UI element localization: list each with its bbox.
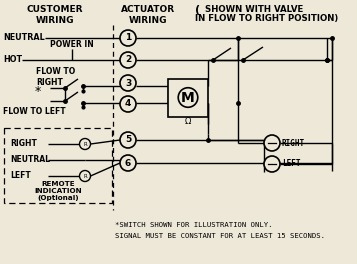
Text: SIGNAL MUST BE CONSTANT FOR AT LEAST 15 SECONDS.: SIGNAL MUST BE CONSTANT FOR AT LEAST 15 … xyxy=(115,233,325,239)
Text: (: ( xyxy=(195,5,200,15)
Circle shape xyxy=(120,155,136,171)
Text: R: R xyxy=(83,142,87,147)
Text: LEFT: LEFT xyxy=(10,172,31,181)
Circle shape xyxy=(264,135,280,151)
Text: Ω: Ω xyxy=(185,117,191,126)
Text: IN FLOW TO RIGHT POSITION): IN FLOW TO RIGHT POSITION) xyxy=(195,14,338,23)
Bar xyxy=(168,78,208,116)
Circle shape xyxy=(120,52,136,68)
Text: RIGHT: RIGHT xyxy=(10,139,37,148)
Text: ACTUATOR
WIRING: ACTUATOR WIRING xyxy=(121,5,175,25)
Text: 2: 2 xyxy=(125,55,131,64)
Circle shape xyxy=(80,139,91,149)
Text: 6: 6 xyxy=(125,158,131,167)
Text: 3: 3 xyxy=(125,78,131,87)
Text: *: * xyxy=(35,84,41,97)
Text: *SWITCH SHOWN FOR ILLUSTRATION ONLY.: *SWITCH SHOWN FOR ILLUSTRATION ONLY. xyxy=(115,222,272,228)
Text: R: R xyxy=(83,173,87,178)
Text: NEUTRAL: NEUTRAL xyxy=(3,34,45,43)
Text: 4: 4 xyxy=(125,100,131,109)
Text: FLOW TO
RIGHT: FLOW TO RIGHT xyxy=(36,67,75,87)
Text: LEFT: LEFT xyxy=(282,159,301,168)
Bar xyxy=(4,128,112,203)
Text: SHOWN WITH VALVE: SHOWN WITH VALVE xyxy=(205,5,303,14)
Circle shape xyxy=(264,156,280,172)
Circle shape xyxy=(80,171,91,182)
Text: NEUTRAL: NEUTRAL xyxy=(10,155,50,164)
Circle shape xyxy=(120,96,136,112)
Text: 5: 5 xyxy=(125,135,131,144)
Circle shape xyxy=(120,75,136,91)
Text: REMOTE
INDICATION
(Optional): REMOTE INDICATION (Optional) xyxy=(34,181,82,201)
Text: FLOW TO LEFT: FLOW TO LEFT xyxy=(3,106,66,116)
Circle shape xyxy=(120,132,136,148)
Text: HOT: HOT xyxy=(3,55,22,64)
Text: RIGHT: RIGHT xyxy=(282,139,305,148)
Text: 1: 1 xyxy=(125,34,131,43)
Text: POWER IN: POWER IN xyxy=(50,40,94,49)
Text: M: M xyxy=(181,91,195,105)
Text: CUSTOMER
WIRING: CUSTOMER WIRING xyxy=(27,5,83,25)
Circle shape xyxy=(120,30,136,46)
